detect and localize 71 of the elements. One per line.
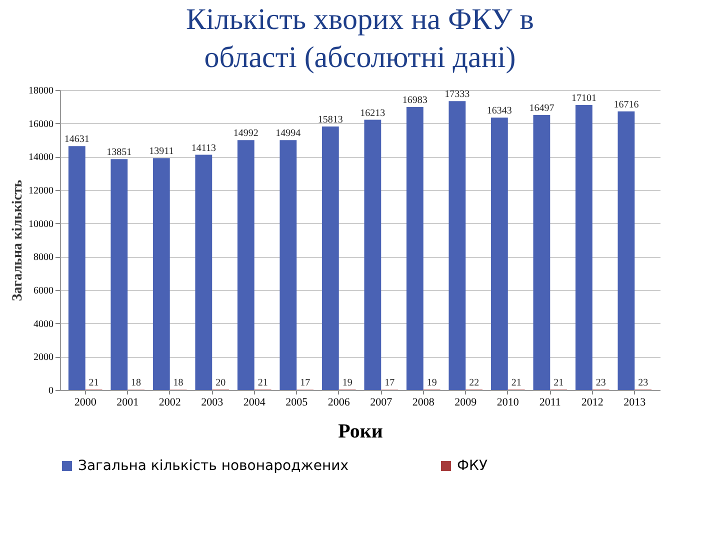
data-label: 17101 <box>571 92 596 104</box>
data-label: 16497 <box>529 103 554 114</box>
data-label: 13851 <box>106 147 132 158</box>
x-tick-label: 2000 <box>74 396 97 408</box>
x-tick-label: 2004 <box>243 396 266 408</box>
data-label: 20 <box>216 378 226 389</box>
data-label: 16983 <box>402 94 428 106</box>
x-axis-title: Роки <box>338 420 383 442</box>
y-tick-label: 14000 <box>28 152 54 164</box>
bar <box>195 154 212 390</box>
x-tick-label: 2005 <box>286 396 308 408</box>
data-label: 19 <box>426 378 437 389</box>
data-label: 18 <box>131 378 142 389</box>
legend-label: Загальна кількість новонароджених <box>78 458 348 474</box>
bar <box>237 140 254 390</box>
y-tick-label: 12000 <box>28 186 54 196</box>
bar <box>575 104 592 390</box>
data-label: 16343 <box>486 106 512 117</box>
x-tick-label: 2002 <box>158 396 181 408</box>
data-label: 16213 <box>360 108 386 119</box>
bar <box>490 118 508 390</box>
data-label: 23 <box>638 378 648 389</box>
y-tick-label: 16000 <box>28 118 54 130</box>
bar <box>68 146 86 390</box>
x-tick-label: 2010 <box>496 396 520 408</box>
bar <box>448 101 466 390</box>
bar <box>280 140 297 390</box>
legend-label: ФКУ <box>457 458 488 474</box>
bar <box>364 120 382 390</box>
bar <box>618 111 635 390</box>
data-label: 18 <box>173 378 184 389</box>
bar <box>152 158 170 390</box>
x-tick-label: 2001 <box>116 396 139 408</box>
x-tick-label: 2006 <box>328 396 350 408</box>
data-label: 17 <box>300 378 310 389</box>
y-tick-label: 18000 <box>28 86 54 96</box>
y-tick-label: 8000 <box>34 252 54 264</box>
data-label: 21 <box>511 378 522 389</box>
x-tick-label: 2011 <box>539 396 561 408</box>
data-label: 19 <box>342 378 352 389</box>
data-label: 22 <box>469 378 480 389</box>
data-label: 21 <box>88 378 99 389</box>
data-label: 17333 <box>444 89 470 100</box>
data-label: 14992 <box>233 128 258 140</box>
y-tick-label: 10000 <box>28 218 54 230</box>
data-label: 14113 <box>191 142 216 154</box>
bar <box>406 106 424 390</box>
bar <box>110 159 128 390</box>
data-label: 21 <box>258 378 268 389</box>
data-label: 14994 <box>276 128 301 140</box>
y-tick-label: 0 <box>48 386 54 396</box>
x-tick-label: 2012 <box>581 396 604 408</box>
data-label: 14631 <box>64 134 90 146</box>
data-label: 21 <box>554 378 564 389</box>
data-label: 16716 <box>614 99 639 110</box>
y-axis-title: Загальна кількість <box>10 179 26 302</box>
x-tick-label: 2013 <box>624 396 646 408</box>
bar <box>322 126 339 390</box>
x-tick-label: 2007 <box>370 396 393 408</box>
data-label: 13911 <box>149 146 174 158</box>
bar <box>533 115 550 390</box>
data-label: 17 <box>384 378 395 389</box>
y-tick-label: 6000 <box>34 286 54 296</box>
chart-title: Кількість хворих на ФКУ в області (абсолютні дані) <box>186 3 534 74</box>
data-label: 15813 <box>318 114 343 126</box>
x-tick-label: 2003 <box>201 396 224 408</box>
x-tick-label: 2008 <box>412 396 435 408</box>
y-tick-label: 4000 <box>34 318 54 330</box>
y-tick-label: 2000 <box>34 352 54 364</box>
data-label: 23 <box>596 378 606 389</box>
x-tick-label: 2009 <box>454 396 478 408</box>
